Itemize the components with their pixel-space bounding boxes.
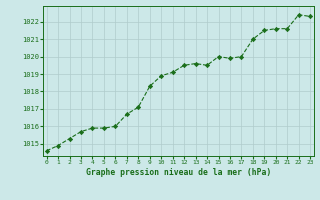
- X-axis label: Graphe pression niveau de la mer (hPa): Graphe pression niveau de la mer (hPa): [86, 168, 271, 177]
